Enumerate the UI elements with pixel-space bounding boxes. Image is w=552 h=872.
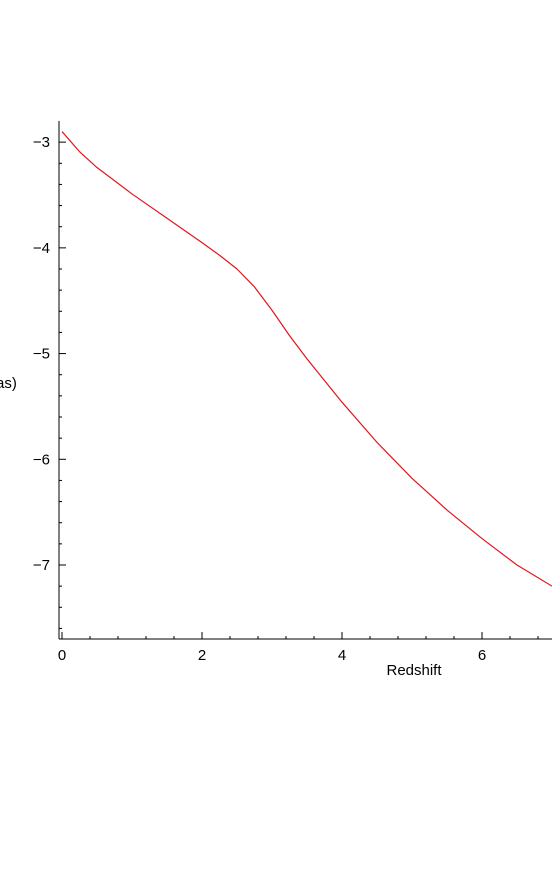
y-tick-label: −7 <box>33 557 50 574</box>
chart-ticks <box>59 141 539 639</box>
y-tick-label: −6 <box>33 451 50 468</box>
chart-tick-labels: −3 −4 −5 −6 −7 0 2 4 6 <box>33 134 486 664</box>
x-tick-label: 2 <box>198 647 206 664</box>
x-tick-label: 4 <box>338 647 346 664</box>
x-axis-label: Redshift <box>386 662 442 679</box>
series-line <box>61 131 552 587</box>
y-tick-label: −5 <box>33 346 50 363</box>
y-tick-label: −4 <box>33 240 50 257</box>
x-tick-label: 0 <box>58 647 66 664</box>
chart-axes <box>58 121 552 640</box>
x-tick-label: 6 <box>478 647 486 664</box>
chart-series-layer <box>61 131 552 587</box>
y-axis-label: as) <box>0 375 17 392</box>
y-tick-label: −3 <box>33 134 50 151</box>
